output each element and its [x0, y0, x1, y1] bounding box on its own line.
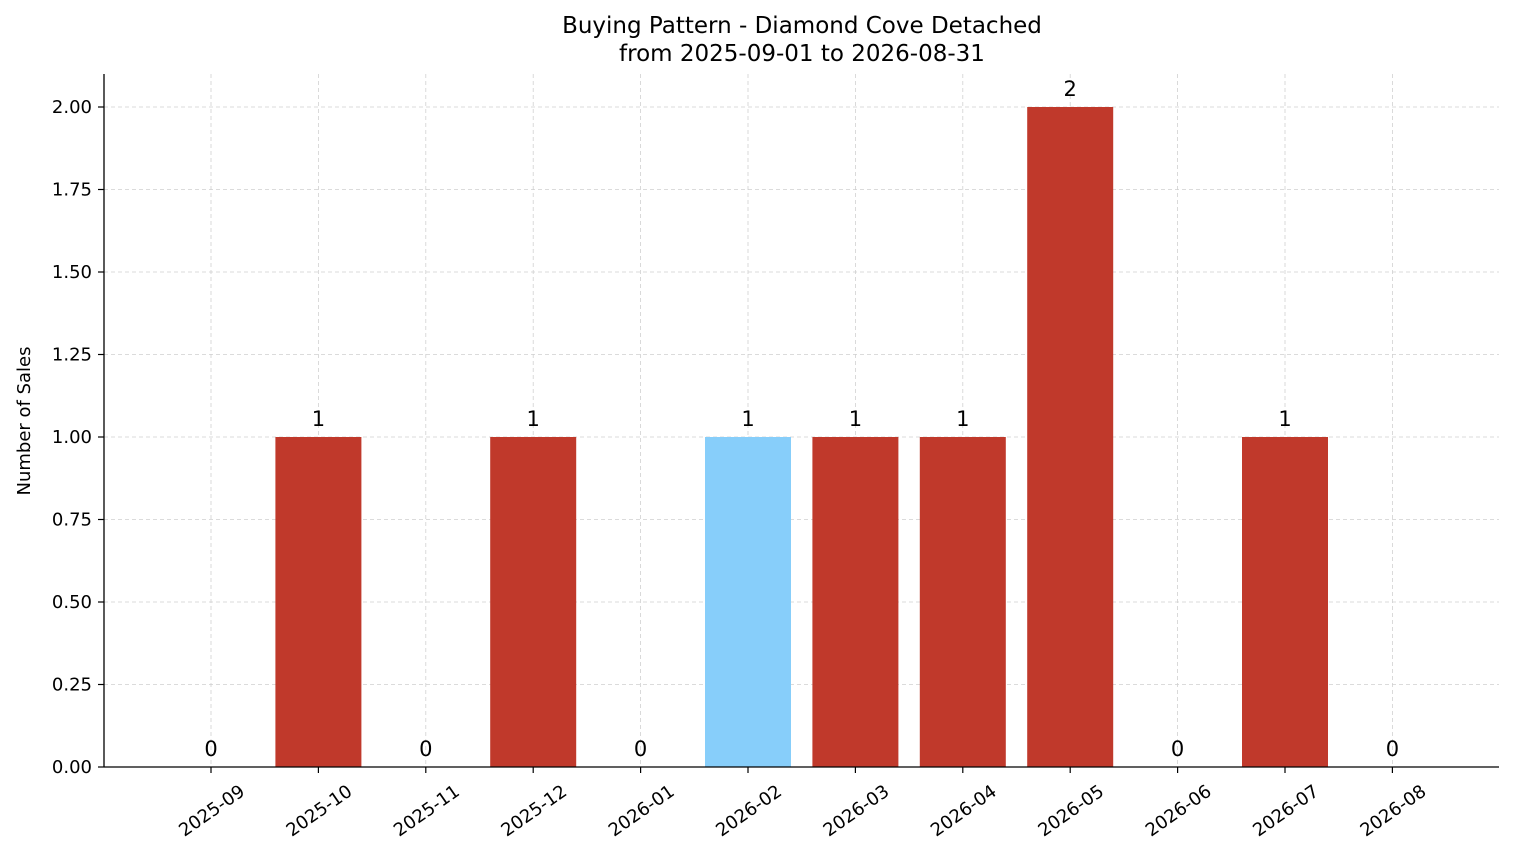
data-label: 0	[1386, 737, 1399, 761]
y-axis-ticks: 0.00 0.25 0.50 0.75 1.00 1.25 1.50 1.75 2.00	[52, 97, 104, 778]
data-label: 1	[1278, 407, 1291, 431]
y-axis-label: Number of Sales	[14, 346, 35, 495]
x-tick-label: 2026-01	[605, 781, 679, 841]
x-tick-label: 2025-11	[390, 781, 464, 841]
bar-2025-10	[275, 437, 362, 767]
bar-2026-02	[705, 437, 791, 767]
data-label: 1	[849, 407, 862, 431]
bar-2025-12	[490, 437, 577, 767]
data-label: 0	[634, 737, 647, 761]
x-tick-label: 2026-05	[1034, 781, 1108, 841]
data-label: 1	[527, 407, 540, 431]
data-label: 1	[312, 407, 325, 431]
data-label: 2	[1064, 77, 1077, 101]
y-tick-label: 0.50	[52, 592, 92, 613]
x-tick-label: 2025-09	[175, 781, 249, 841]
bar-2026-07	[1242, 437, 1328, 767]
x-tick-label: 2026-02	[712, 781, 786, 841]
x-tick-label: 2025-12	[497, 781, 571, 841]
y-tick-label: 1.25	[52, 345, 92, 366]
data-labels: 0 1 0 1 0 1 1 1 2 0 1 0	[204, 77, 1399, 761]
x-tick-label: 2026-06	[1142, 781, 1216, 841]
chart-subtitle: from 2025-09-01 to 2026-08-31	[619, 41, 985, 67]
chart-title: Buying Pattern - Diamond Cove Detached	[562, 13, 1042, 39]
bar-2026-04	[919, 437, 1006, 767]
y-tick-label: 0.75	[52, 510, 92, 531]
bar-2026-05	[1027, 107, 1114, 767]
y-tick-label: 0.00	[52, 757, 92, 778]
y-tick-label: 1.00	[52, 427, 92, 448]
y-tick-label: 0.25	[52, 675, 92, 696]
data-label: 1	[741, 407, 754, 431]
y-tick-label: 2.00	[52, 97, 92, 118]
x-tick-label: 2026-07	[1249, 781, 1323, 841]
x-tick-label: 2026-08	[1357, 781, 1431, 841]
x-axis-ticks: 2025-09 2025-10 2025-11 2025-12 2026-01 2026-…	[175, 767, 1430, 841]
x-tick-label: 2025-10	[283, 781, 357, 841]
data-label: 0	[1171, 737, 1184, 761]
y-tick-label: 1.50	[52, 262, 92, 283]
bars	[275, 107, 1328, 767]
y-tick-label: 1.75	[52, 180, 92, 201]
x-tick-label: 2026-03	[820, 781, 894, 841]
data-label: 1	[956, 407, 969, 431]
data-label: 0	[419, 737, 432, 761]
x-tick-label: 2026-04	[927, 781, 1001, 841]
data-label: 0	[204, 737, 217, 761]
bar-2026-03	[812, 437, 899, 767]
